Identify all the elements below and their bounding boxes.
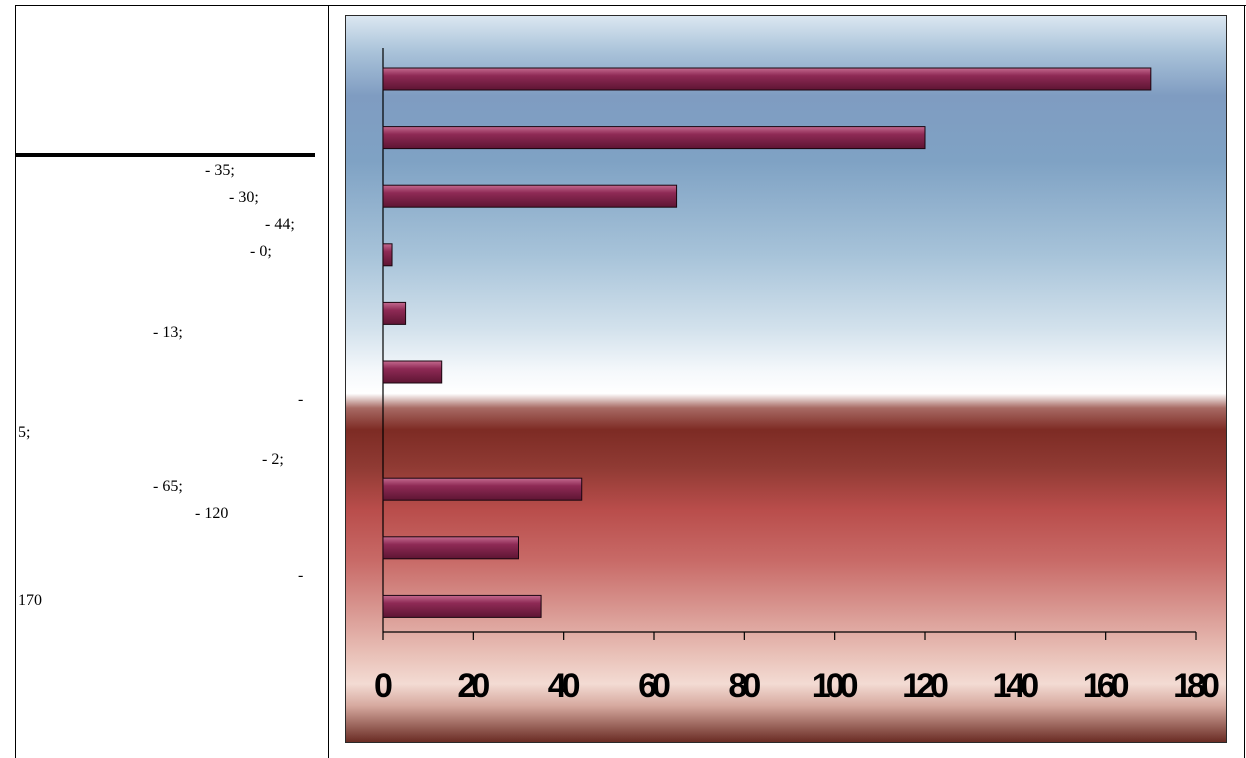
bar-10 bbox=[382, 594, 542, 618]
bar-5 bbox=[382, 301, 407, 325]
x-tick-label-40: 40 bbox=[548, 667, 580, 705]
x-tick-label-100: 100 bbox=[812, 667, 858, 705]
legend-line-6: - bbox=[298, 391, 304, 408]
x-tick-label-120: 120 bbox=[902, 667, 948, 705]
legend-line-12: 170 bbox=[18, 592, 42, 609]
legend-line-1: - 35; bbox=[205, 162, 235, 179]
bar-6 bbox=[382, 360, 443, 384]
x-tick-label-140: 140 bbox=[992, 667, 1038, 705]
table-top-border bbox=[15, 5, 1246, 6]
bar-3 bbox=[382, 184, 678, 208]
legend-line-9: - 65; bbox=[153, 478, 183, 495]
bar-chart: 0 20 40 60 80 100 120 140 160 180 bbox=[374, 48, 1224, 705]
legend-line-7: 5; bbox=[18, 424, 31, 441]
legend-line-11: - bbox=[298, 567, 304, 584]
legend-line-2: - 30; bbox=[229, 189, 259, 206]
bar-2 bbox=[382, 126, 926, 150]
x-tick-label-0: 0 bbox=[374, 667, 392, 705]
chart-frame: 0 20 40 60 80 100 120 140 160 180 bbox=[345, 15, 1227, 743]
bar-1 bbox=[382, 67, 1152, 91]
x-tick-label-160: 160 bbox=[1083, 667, 1129, 705]
x-tick-label-80: 80 bbox=[728, 667, 760, 705]
x-tick-label-180: 180 bbox=[1173, 667, 1219, 705]
x-tick-label-20: 20 bbox=[457, 667, 489, 705]
x-tick-label-60: 60 bbox=[638, 667, 670, 705]
bar-8 bbox=[382, 477, 583, 501]
bar-9 bbox=[382, 536, 519, 560]
table-column-divider bbox=[328, 5, 329, 758]
legend-line-3: - 44; bbox=[265, 216, 295, 233]
bar-4 bbox=[382, 243, 393, 267]
heavy-rule bbox=[16, 153, 315, 157]
legend-line-10: - 120 bbox=[195, 505, 229, 522]
legend-line-8: - 2; bbox=[262, 451, 284, 468]
legend-line-5: - 13; bbox=[153, 324, 183, 341]
table-left-border bbox=[15, 5, 16, 758]
legend-line-4: - 0; bbox=[250, 243, 272, 260]
table-right-border bbox=[1244, 5, 1245, 758]
